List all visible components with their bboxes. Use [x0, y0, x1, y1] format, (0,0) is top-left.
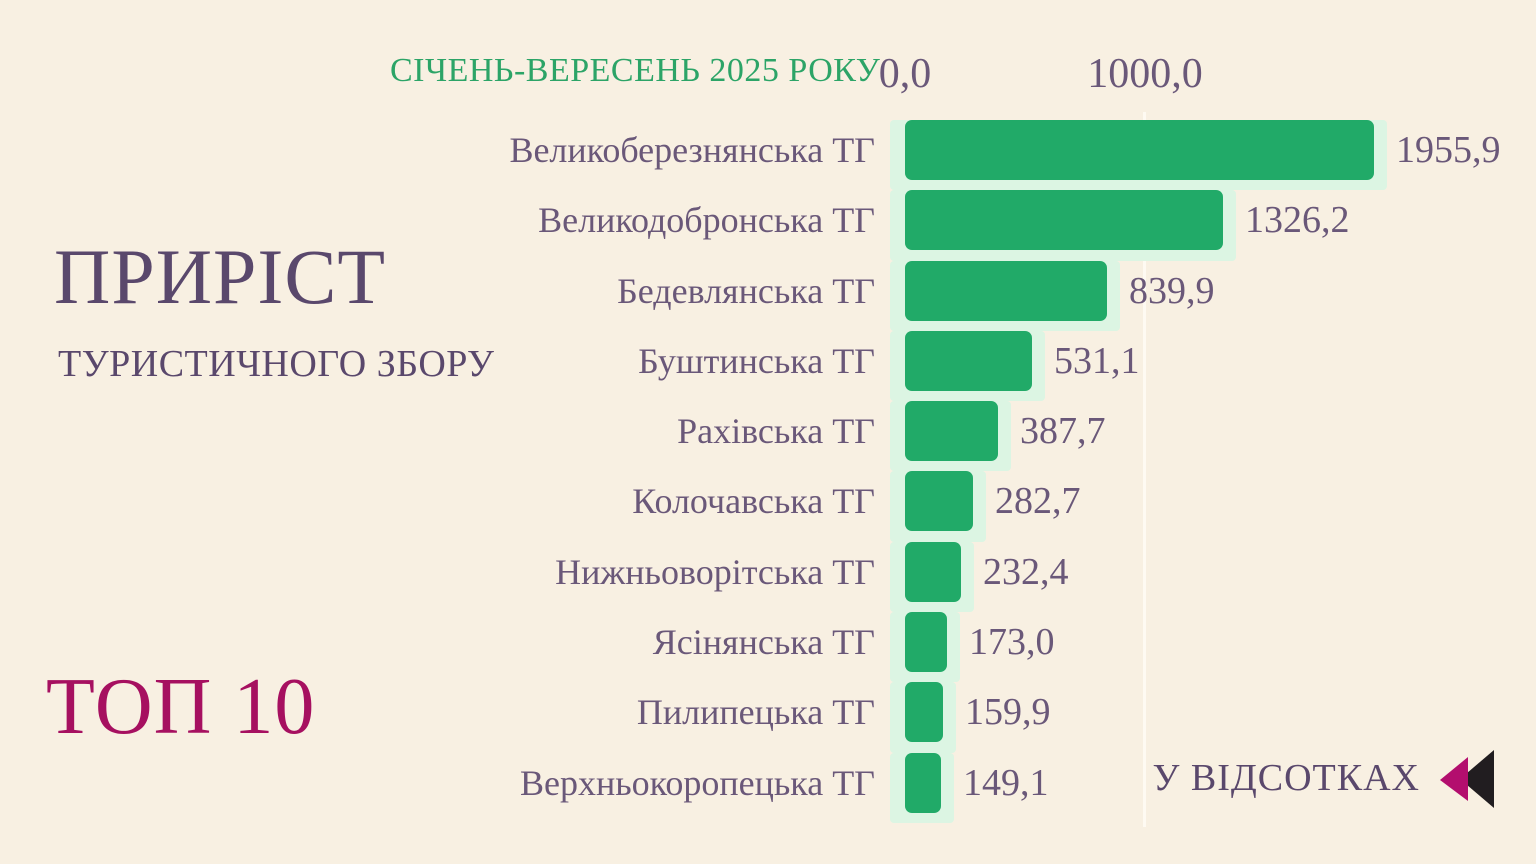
- bar-label: Ясінянська ТГ: [652, 622, 875, 663]
- bar: [905, 401, 998, 462]
- bar: [905, 330, 1032, 391]
- bar-row: Ясінянська ТГ 173,0: [653, 612, 1536, 683]
- bar-row: Нижньоворітська ТГ 232,4: [555, 541, 1536, 613]
- bar-label: Верхньокоропецька ТГ: [520, 762, 875, 803]
- bar-row: Великоберезнянська ТГ 1955,9: [509, 120, 1536, 191]
- bar: [905, 541, 961, 602]
- bar-row: Бедевлянська ТГ 839,9: [617, 260, 1536, 331]
- gridline-1000: [1143, 112, 1146, 827]
- top10-label: ТОП 10: [46, 663, 316, 751]
- bar-row: Верхньокоропецька ТГ 149,1: [520, 752, 1536, 823]
- bar-label: Бедевлянська ТГ: [617, 270, 875, 311]
- axis-tick-zero: 0,0: [878, 51, 932, 97]
- bar-value: 282,7: [995, 480, 1081, 523]
- bar-value: 173,0: [969, 621, 1055, 664]
- bar: [905, 471, 973, 532]
- axis-tick-thousand: 1000,0: [1087, 51, 1203, 97]
- bar: [905, 682, 943, 743]
- bar: [905, 612, 947, 673]
- bar-value: 1955,9: [1396, 129, 1501, 171]
- bar: [905, 260, 1107, 321]
- bar-row: Буштинська ТГ 531,1: [638, 330, 1536, 402]
- bar-value: 159,9: [965, 691, 1051, 734]
- page-title: ПРИРІСТ: [54, 233, 387, 320]
- bar-label: Нижньоворітська ТГ: [555, 551, 875, 592]
- bar-label: Буштинська ТГ: [638, 340, 875, 381]
- bar-value: 232,4: [983, 550, 1069, 593]
- bar-row: Великодобронська ТГ 1326,2: [538, 190, 1536, 261]
- bar-label: Пилипецька ТГ: [636, 692, 875, 733]
- page-subtitle: ТУРИСТИЧНОГО ЗБОРУ: [58, 343, 495, 385]
- bar-value: 1326,2: [1245, 199, 1350, 242]
- bar-label: Колочавська ТГ: [632, 481, 875, 522]
- bar: [905, 190, 1223, 251]
- bar-label: Рахівська ТГ: [677, 411, 875, 452]
- bar-label: Великоберезнянська ТГ: [509, 130, 875, 170]
- period-label: СІЧЕНЬ-ВЕРЕСЕНЬ 2025 РОКУ: [390, 52, 881, 89]
- bar-row: Пилипецька ТГ 159,9: [637, 682, 1536, 753]
- bar-value: 839,9: [1129, 269, 1215, 312]
- bar-row: Рахівська ТГ 387,7: [677, 401, 1536, 472]
- bar-value: 387,7: [1020, 410, 1106, 453]
- bar-value: 531,1: [1054, 339, 1140, 382]
- bar-value: 149,1: [963, 761, 1049, 804]
- unit-label: У ВІДСОТКАХ: [1152, 757, 1420, 799]
- bar: [905, 752, 941, 813]
- rewind-icon: [1434, 748, 1496, 810]
- bar-label: Великодобронська ТГ: [538, 200, 875, 241]
- bar: [905, 120, 1374, 180]
- bar-row: Колочавська ТГ 282,7: [632, 471, 1536, 542]
